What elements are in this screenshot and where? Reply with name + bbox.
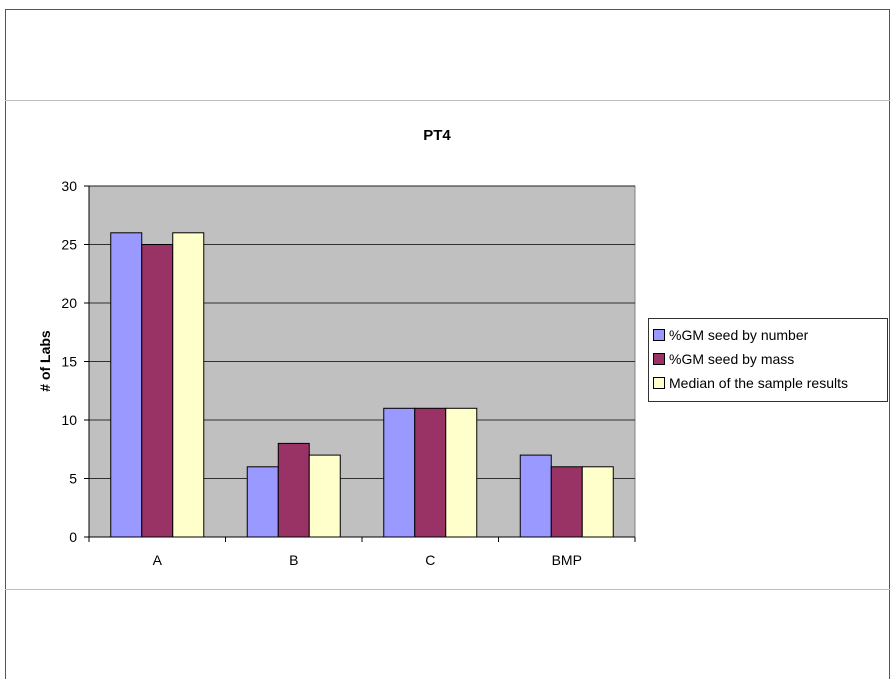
legend-item: %GM seed by mass xyxy=(653,347,883,371)
bar xyxy=(550,466,583,538)
x-tick-label: BMP xyxy=(552,552,582,568)
bar xyxy=(308,454,341,538)
bar xyxy=(581,466,614,538)
y-tick-label: 20 xyxy=(61,295,77,311)
legend-swatch xyxy=(653,377,665,389)
legend-label: Median of the sample results xyxy=(669,375,848,391)
y-tick-label: 10 xyxy=(61,412,77,428)
legend-item: Median of the sample results xyxy=(653,371,883,395)
y-tick-label: 30 xyxy=(61,178,77,194)
bar xyxy=(141,244,174,538)
y-tick-label: 5 xyxy=(69,471,77,487)
x-tick-label: B xyxy=(289,552,298,568)
chart-title: PT4 xyxy=(423,127,451,144)
bar xyxy=(445,407,478,538)
bar xyxy=(246,466,279,538)
bar xyxy=(277,442,310,538)
bar xyxy=(172,232,205,538)
x-tick-label: A xyxy=(153,552,163,568)
chart-legend: %GM seed by number %GM seed by mass Median… xyxy=(648,318,888,402)
legend-swatch xyxy=(653,353,665,365)
y-tick-label: 25 xyxy=(61,237,77,253)
bar xyxy=(414,407,447,538)
legend-swatch xyxy=(653,329,665,341)
y-tick-label: 15 xyxy=(61,354,77,370)
legend-item: %GM seed by number xyxy=(653,323,883,347)
x-tick-label: C xyxy=(425,552,435,568)
legend-label: %GM seed by number xyxy=(669,327,809,343)
bar xyxy=(519,454,552,538)
y-axis-label: # of Labs xyxy=(37,330,53,392)
y-tick-label: 0 xyxy=(69,529,77,545)
chart-area xyxy=(5,100,890,590)
bar xyxy=(383,407,416,538)
legend-label: %GM seed by mass xyxy=(669,351,795,367)
bar xyxy=(110,232,143,538)
